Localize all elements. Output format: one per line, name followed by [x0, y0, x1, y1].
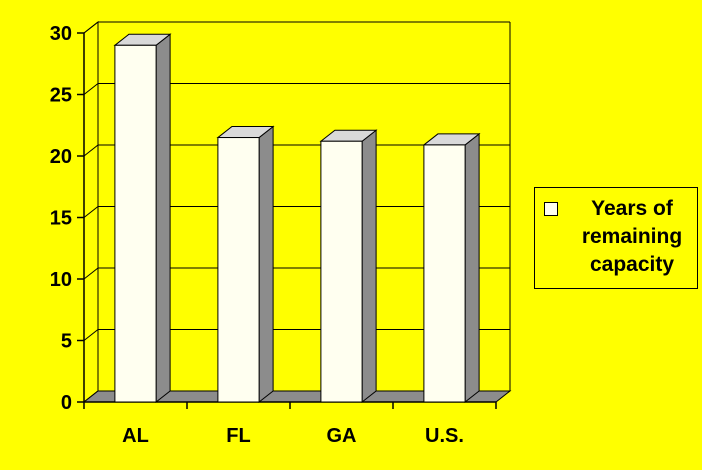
x-axis-categories: AL FL GA U.S. — [122, 425, 464, 447]
side-wall-grid-3 — [83, 206, 99, 218]
bar-us — [422, 132, 481, 404]
y-tick-label-4: 20 — [50, 146, 72, 168]
y-tick-label-5: 25 — [50, 85, 72, 107]
bar-series — [113, 33, 481, 404]
side-wall-grid-6 — [83, 21, 99, 34]
bar-fl — [216, 125, 275, 404]
x-category-label-1: FL — [226, 425, 250, 447]
bar-front — [114, 44, 157, 403]
y-tick-label-0: 0 — [61, 392, 72, 414]
bar-front — [320, 140, 363, 403]
x-category-label-2: GA — [327, 425, 357, 447]
side-wall-grid-5 — [83, 83, 99, 95]
y-axis-ticks: 0 5 10 15 20 25 30 — [50, 23, 72, 414]
side-wall-grid-4 — [83, 144, 99, 157]
bar-ga — [319, 129, 378, 404]
x-category-label-0: AL — [122, 425, 149, 447]
side-wall-grid-1 — [83, 329, 99, 341]
bar-side — [464, 132, 480, 404]
legend-swatch — [544, 202, 558, 216]
bar-front — [217, 137, 260, 403]
y-tick-label-3: 15 — [50, 208, 72, 230]
legend-label: Years of remaining capacity — [581, 197, 683, 276]
y-tick-label-1: 5 — [61, 331, 72, 353]
bar-side — [258, 125, 274, 404]
legend: Years of remaining capacity — [534, 187, 698, 289]
y-tick-label-6: 30 — [50, 23, 72, 45]
x-category-label-3: U.S. — [425, 425, 464, 447]
bar-side — [361, 129, 377, 404]
bar-front — [423, 144, 466, 403]
bar-side — [155, 33, 171, 404]
side-wall-grid-2 — [83, 267, 99, 280]
y-tick-label-2: 10 — [50, 269, 72, 291]
bar-al — [113, 33, 172, 404]
